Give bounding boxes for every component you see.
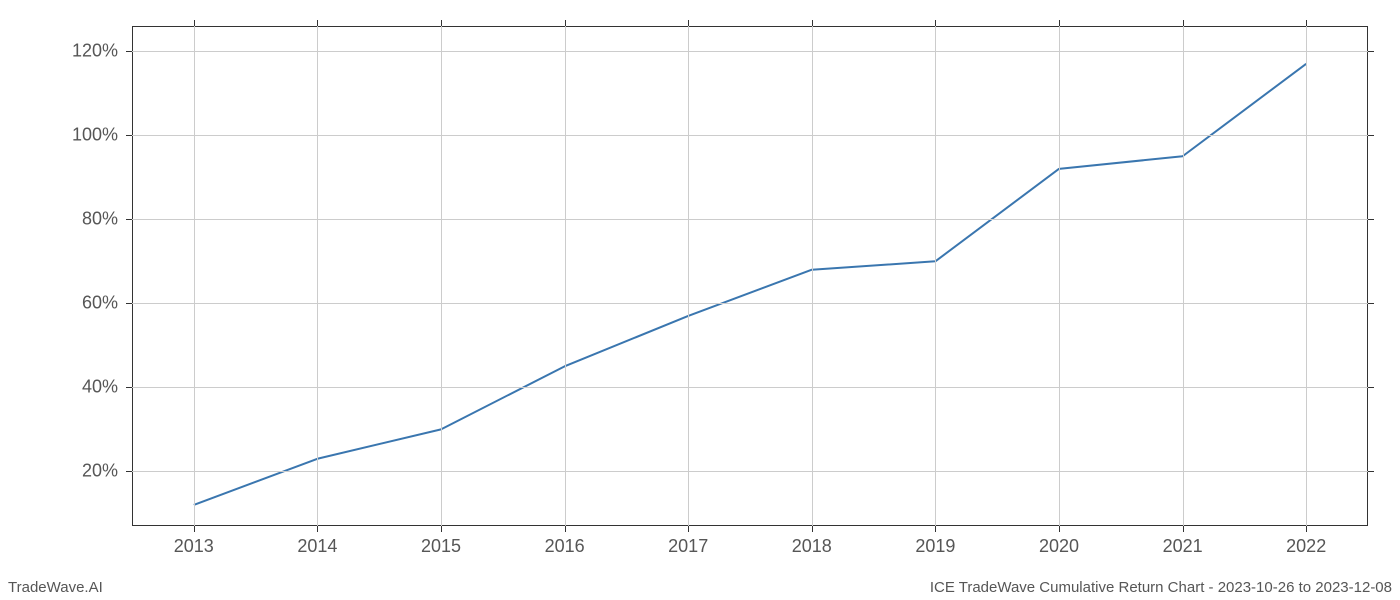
x-tick-label: 2021 xyxy=(1163,536,1203,557)
x-tick-mark-bottom xyxy=(194,526,195,532)
y-tick-mark-left xyxy=(126,387,132,388)
x-tick-mark-bottom xyxy=(565,526,566,532)
grid-line-vertical xyxy=(812,26,813,526)
grid-line-vertical xyxy=(1059,26,1060,526)
y-tick-mark-right xyxy=(1368,135,1374,136)
grid-line-vertical xyxy=(1183,26,1184,526)
y-tick-mark-right xyxy=(1368,51,1374,52)
y-tick-mark-left xyxy=(126,51,132,52)
x-tick-mark-bottom xyxy=(441,526,442,532)
y-tick-mark-left xyxy=(126,135,132,136)
grid-line-vertical xyxy=(565,26,566,526)
x-tick-mark-top xyxy=(1059,20,1060,26)
x-tick-label: 2018 xyxy=(792,536,832,557)
x-tick-mark-bottom xyxy=(935,526,936,532)
y-tick-mark-right xyxy=(1368,219,1374,220)
y-tick-mark-left xyxy=(126,303,132,304)
x-tick-mark-top xyxy=(1183,20,1184,26)
grid-line-vertical xyxy=(1306,26,1307,526)
chart-container: TradeWave.AI ICE TradeWave Cumulative Re… xyxy=(0,0,1400,600)
y-tick-mark-right xyxy=(1368,387,1374,388)
y-tick-label: 20% xyxy=(82,461,118,482)
x-tick-mark-bottom xyxy=(1183,526,1184,532)
y-tick-mark-left xyxy=(126,471,132,472)
x-tick-mark-bottom xyxy=(1059,526,1060,532)
y-tick-mark-right xyxy=(1368,303,1374,304)
x-tick-label: 2016 xyxy=(545,536,585,557)
x-tick-mark-top xyxy=(812,20,813,26)
line-series-cumulative-return xyxy=(194,64,1306,505)
grid-line-vertical xyxy=(194,26,195,526)
x-tick-mark-bottom xyxy=(1306,526,1307,532)
x-tick-mark-top xyxy=(317,20,318,26)
x-tick-label: 2014 xyxy=(297,536,337,557)
x-tick-label: 2022 xyxy=(1286,536,1326,557)
y-tick-label: 60% xyxy=(82,293,118,314)
y-tick-mark-right xyxy=(1368,471,1374,472)
x-tick-label: 2015 xyxy=(421,536,461,557)
x-tick-label: 2019 xyxy=(915,536,955,557)
footer-right-text: ICE TradeWave Cumulative Return Chart - … xyxy=(930,579,1392,596)
grid-line-vertical xyxy=(317,26,318,526)
y-tick-label: 120% xyxy=(72,41,118,62)
grid-line-vertical xyxy=(441,26,442,526)
x-tick-mark-top xyxy=(935,20,936,26)
y-tick-mark-left xyxy=(126,219,132,220)
x-tick-mark-top xyxy=(1306,20,1307,26)
x-tick-mark-bottom xyxy=(688,526,689,532)
grid-line-vertical xyxy=(935,26,936,526)
x-tick-mark-top xyxy=(688,20,689,26)
x-tick-mark-top xyxy=(194,20,195,26)
x-tick-mark-top xyxy=(441,20,442,26)
x-tick-mark-bottom xyxy=(812,526,813,532)
footer-left-text: TradeWave.AI xyxy=(8,579,103,596)
x-tick-label: 2013 xyxy=(174,536,214,557)
grid-line-vertical xyxy=(688,26,689,526)
y-tick-label: 80% xyxy=(82,209,118,230)
y-tick-label: 40% xyxy=(82,377,118,398)
x-tick-mark-top xyxy=(565,20,566,26)
x-tick-label: 2020 xyxy=(1039,536,1079,557)
x-tick-label: 2017 xyxy=(668,536,708,557)
plot-area xyxy=(132,26,1368,526)
y-tick-label: 100% xyxy=(72,125,118,146)
x-tick-mark-bottom xyxy=(317,526,318,532)
